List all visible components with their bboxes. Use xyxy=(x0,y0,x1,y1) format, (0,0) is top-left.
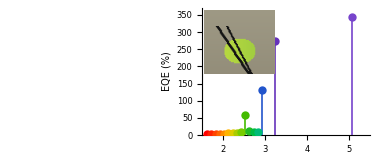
Y-axis label: EQE (%): EQE (%) xyxy=(161,52,171,91)
